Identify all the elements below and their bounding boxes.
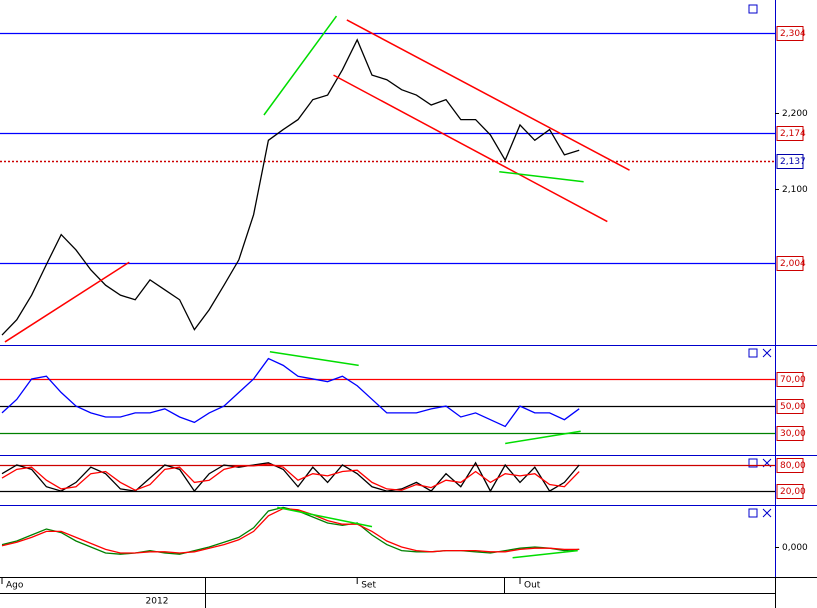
- panel-button[interactable]: [748, 508, 758, 518]
- series-line: [1, 357, 580, 428]
- level-label: 80,00: [780, 461, 806, 471]
- level-label-box: [776, 458, 804, 473]
- panel-button[interactable]: [748, 458, 758, 468]
- y-tick-label: 0,000: [782, 543, 808, 553]
- trend-line: [499, 170, 584, 183]
- x-tick-label: Set: [361, 581, 376, 591]
- x-tick-label: Out: [524, 581, 541, 591]
- close-button[interactable]: [762, 508, 772, 518]
- trend-line: [505, 430, 581, 445]
- level-label-box: [776, 426, 804, 441]
- trend-line: [346, 19, 630, 171]
- level-label: 70,00: [780, 375, 806, 385]
- trend-line: [512, 549, 578, 559]
- trend-line: [269, 351, 359, 367]
- frame: [0, 0, 817, 577]
- level-label: 2,004: [780, 259, 806, 269]
- level-label: 20,00: [780, 487, 806, 497]
- y-tick-label: 2,100: [782, 185, 808, 195]
- level-label: 2,137: [780, 157, 806, 167]
- x-axis-frame: [0, 577, 817, 608]
- series-line: [1, 507, 580, 554]
- y-tick-label: 2,200: [782, 109, 808, 119]
- level-label-box: [776, 26, 804, 41]
- trend-line: [263, 15, 338, 116]
- level-label-box: [776, 126, 804, 141]
- series-line: [1, 38, 580, 336]
- level-label-box: [776, 484, 804, 499]
- level-label: 50,00: [780, 402, 806, 412]
- level-label: 2,174: [780, 129, 806, 139]
- series-line: [1, 463, 580, 491]
- close-button[interactable]: [762, 348, 772, 358]
- level-label-box: [776, 399, 804, 414]
- level-label-box: [776, 256, 804, 271]
- level-label: 2,304: [780, 29, 806, 39]
- trend-line: [4, 261, 130, 343]
- year-label: 2012: [146, 597, 169, 607]
- level-label-box: [776, 154, 804, 169]
- level-label-box: [776, 372, 804, 387]
- x-tick-label: Ago: [6, 581, 24, 591]
- panel-icons: [748, 4, 772, 518]
- panel-button[interactable]: [748, 348, 758, 358]
- trend-line: [333, 74, 608, 223]
- trend-line: [277, 506, 373, 528]
- panel-button[interactable]: [748, 4, 758, 14]
- level-label: 30,00: [780, 429, 806, 439]
